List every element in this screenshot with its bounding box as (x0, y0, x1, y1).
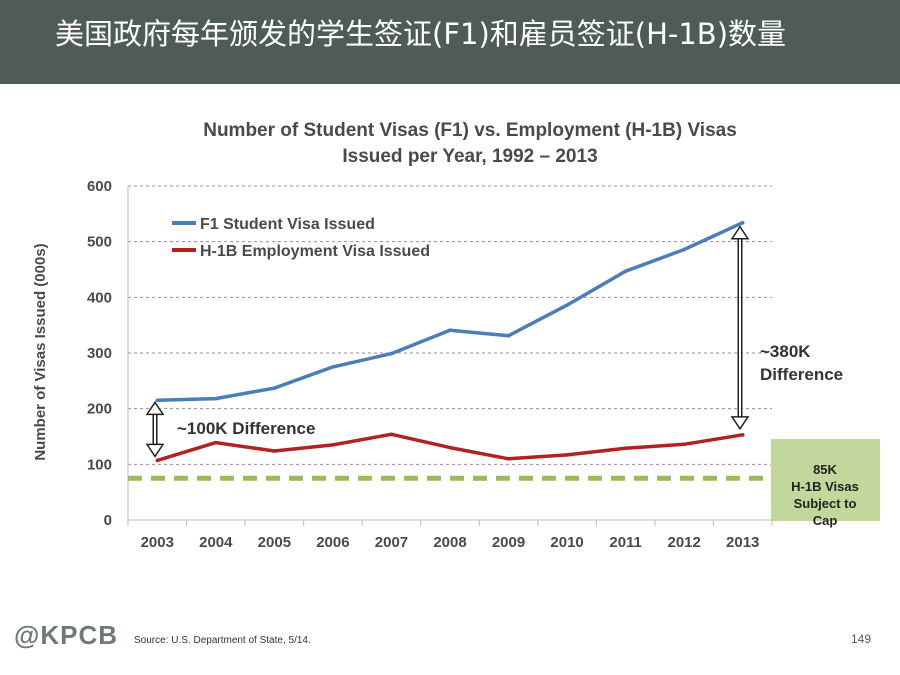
data-point (623, 269, 628, 273)
data-point (214, 396, 218, 401)
x-tick-label: 2003 (141, 534, 174, 551)
y-tick-label: 200 (87, 401, 112, 418)
difference-arrow-2003 (145, 400, 165, 458)
data-point (214, 440, 218, 445)
visa-chart: Number of Student Visas (F1) vs. Employm… (32, 120, 880, 551)
kpcb-logo: @KPCB (14, 620, 119, 650)
difference-label-2013-line-1: ~380K (760, 342, 811, 361)
legend: F1 Student Visa Issued H-1B Employment Vi… (172, 216, 430, 260)
cap-box-line-2: H-1B Visas (791, 479, 859, 494)
difference-arrow-2013 (730, 225, 750, 431)
chart-title-line-1: Number of Student Visas (F1) vs. Employm… (203, 120, 737, 141)
chart-title-line-2: Issued per Year, 1992 – 2013 (342, 146, 597, 167)
x-tick-label: 2006 (316, 534, 349, 551)
legend-label: H-1B Employment Visa Issued (200, 243, 430, 260)
data-point (155, 458, 160, 463)
data-point (272, 449, 277, 453)
y-axis-label: Number of Visas Issued (000s) (32, 243, 49, 460)
y-tick-label: 500 (87, 234, 112, 251)
x-tick-label: 2005 (258, 534, 291, 551)
difference-label-2013-line-2: Difference (760, 365, 843, 384)
arrow-head-bottom (730, 416, 750, 431)
data-point (565, 303, 569, 307)
data-point (682, 442, 686, 447)
data-point (565, 453, 569, 457)
x-tick-label: 2013 (726, 534, 759, 551)
header-banner: 美国政府每年颁发的学生签证(F1)和雇员签证(H-1B)数量 (0, 0, 900, 84)
cap-box-line-3: Subject to (794, 496, 857, 511)
data-point (506, 456, 511, 461)
y-tick-label: 400 (87, 289, 112, 306)
data-point (506, 333, 511, 338)
y-tick-label: 0 (104, 512, 112, 529)
y-tick-label: 100 (87, 456, 112, 473)
difference-label-2003: ~100K Difference (177, 419, 315, 438)
x-tick-label: 2004 (199, 534, 233, 551)
data-point (155, 398, 160, 403)
cap-box-line-4: Cap (813, 513, 838, 528)
data-point (448, 445, 452, 450)
legend-label: F1 Student Visa Issued (200, 216, 375, 233)
x-axis: 2003 2004 2005 2006 2007 2008 2009 2010 2011 2012… (127, 519, 773, 551)
y-tick-label: 300 (87, 345, 112, 362)
data-point (331, 443, 335, 447)
data-point (272, 386, 277, 390)
data-point (448, 328, 452, 332)
source-note: Source: U.S. Department of State, 5/14. (134, 635, 311, 646)
data-point (389, 351, 394, 356)
arrow-head-bottom (145, 443, 165, 458)
x-tick-label: 2009 (492, 534, 525, 551)
data-point (740, 433, 745, 437)
cap-box-line-1: 85K (813, 462, 837, 477)
series-lines (155, 220, 745, 463)
cap-box (771, 439, 880, 521)
arrow-head-top (730, 225, 750, 240)
x-tick-label: 2008 (433, 534, 466, 551)
x-tick-label: 2011 (609, 534, 642, 551)
data-point (389, 432, 394, 437)
annotations: ~100K Difference ~380K Difference 85K H-… (145, 225, 880, 528)
page-number: 149 (851, 632, 872, 646)
page-title: 美国政府每年颁发的学生签证(F1)和雇员签证(H-1B)数量 (55, 17, 787, 51)
data-point (682, 247, 686, 252)
gridlines (127, 185, 772, 520)
x-tick-label: 2007 (375, 534, 408, 551)
data-point (623, 446, 628, 450)
arrow-head-top (145, 400, 165, 416)
x-tick-label: 2012 (667, 534, 700, 551)
data-point (740, 220, 745, 225)
y-axis-ticks: 0 100 200 300 400 500 600 (87, 178, 112, 529)
x-tick-label: 2010 (550, 534, 583, 551)
y-tick-label: 600 (87, 178, 112, 195)
data-point (331, 365, 335, 369)
